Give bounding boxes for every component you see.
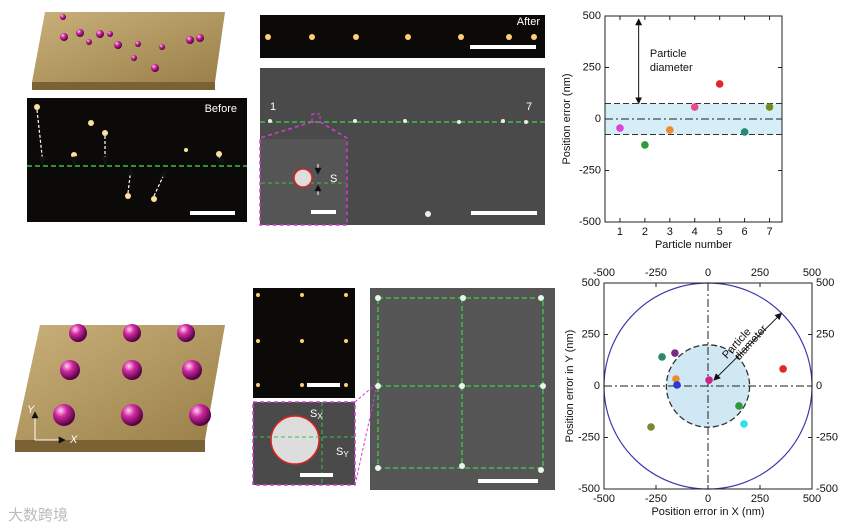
image-after (260, 15, 545, 58)
label-sx-base: S (310, 408, 317, 420)
x-tick-label: -500 (593, 493, 615, 505)
y-tick-label: 0 (595, 113, 601, 125)
x-tick-label: 5 (717, 226, 723, 238)
x-tick-label-top: 500 (803, 267, 821, 279)
x-tick-label: 0 (705, 493, 711, 505)
annotation: Particle (650, 48, 687, 60)
point (641, 141, 649, 149)
point (735, 402, 743, 410)
point (740, 420, 748, 428)
label-after: After (517, 16, 541, 28)
label-sx-sub: X (317, 412, 323, 421)
y-tick-label-right: 250 (816, 328, 834, 340)
y-axis-label: Position error in Y (nm) (564, 330, 576, 443)
y-tick-label: -250 (578, 431, 600, 443)
y-tick-label: 500 (582, 277, 600, 289)
y-tick-label: 0 (594, 380, 600, 392)
x-tick-label-top: 250 (751, 267, 769, 279)
label-7: 7 (526, 101, 532, 113)
x-tick-label: -250 (645, 493, 667, 505)
x-axis-label: Position error in X (nm) (651, 506, 764, 518)
axis-x-label: X (69, 434, 78, 446)
diameter-arrow (713, 312, 783, 381)
x-axis-label: Particle number (655, 239, 732, 251)
point (715, 80, 724, 88)
x-tick-label-top: -250 (645, 267, 667, 279)
point (740, 128, 749, 136)
y-tick-label-right: 0 (816, 380, 822, 392)
annotation: diameter (650, 62, 693, 74)
sem-top (259, 68, 545, 226)
point (647, 423, 655, 431)
y-tick-label-right: -250 (816, 431, 838, 443)
label-before: Before (205, 103, 237, 115)
y-tick-label: -500 (578, 483, 600, 495)
point (779, 365, 787, 373)
point (671, 349, 679, 357)
y-tick-label: 250 (582, 328, 600, 340)
point (658, 353, 666, 361)
sem-bottom (354, 288, 555, 490)
y-tick-label-right: 500 (816, 277, 834, 289)
label-sy-sub: Y (343, 450, 349, 459)
y-tick-label: -250 (579, 164, 601, 176)
image-grid (252, 288, 356, 486)
x-tick-label-top: 0 (705, 267, 711, 279)
plate-top (32, 12, 225, 90)
point (690, 103, 699, 111)
x-tick-label: 2 (642, 226, 648, 238)
label-sy-base: S (336, 446, 343, 458)
point (616, 124, 624, 132)
x-tick-label: 500 (803, 493, 821, 505)
point (705, 376, 713, 384)
x-tick-label: 6 (742, 226, 748, 238)
point (672, 375, 680, 383)
x-tick-label: 7 (766, 226, 772, 238)
label-sy: SY (336, 446, 349, 459)
plate-bottom (15, 324, 225, 452)
point (666, 126, 674, 134)
x-tick-label: 1 (617, 226, 623, 238)
point (765, 103, 774, 111)
axis-y-label: Y (27, 404, 35, 416)
point (673, 381, 681, 389)
x-tick-label: 250 (751, 493, 769, 505)
y-tick-label: 250 (583, 61, 601, 73)
y-tick-label: -500 (579, 216, 601, 228)
y-tick-label: 500 (583, 10, 601, 22)
label-1: 1 (270, 101, 276, 113)
watermark: 大数跨境 (8, 506, 68, 524)
label-s: S (330, 173, 337, 185)
label-sx: SX (310, 408, 323, 421)
y-tick-label-right: -500 (816, 483, 838, 495)
y-axis-label: Position error (nm) (561, 73, 573, 164)
x-tick-label: 3 (667, 226, 673, 238)
image-before (27, 98, 247, 222)
x-tick-label: 4 (692, 226, 698, 238)
x-tick-label-top: -500 (593, 267, 615, 279)
